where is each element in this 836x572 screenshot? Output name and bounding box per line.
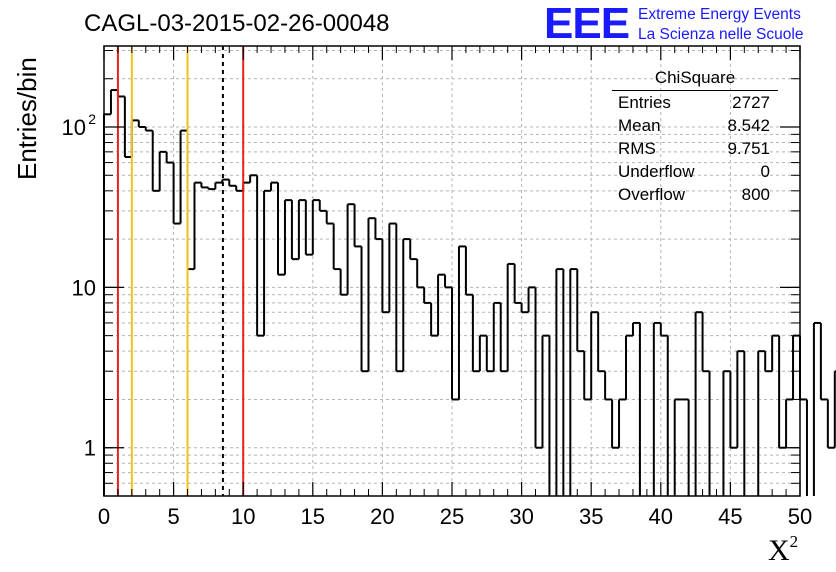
y-tick-label: 1 bbox=[84, 436, 96, 461]
stats-value: 9.751 bbox=[727, 139, 770, 158]
stats-value: 8.542 bbox=[727, 116, 770, 135]
stats-row-rms: RMS 9.751 bbox=[612, 137, 778, 160]
stats-row-mean: Mean 8.542 bbox=[612, 114, 778, 137]
stats-box: ChiSquare Entries 2727 Mean 8.542 RMS 9.… bbox=[612, 66, 778, 206]
stats-label: Underflow bbox=[618, 162, 695, 181]
x-axis-title: X2 bbox=[768, 532, 799, 568]
y-tick-label-exponent: 2 bbox=[88, 111, 96, 127]
x-tick-label: 5 bbox=[167, 504, 179, 529]
stats-label: Mean bbox=[618, 116, 661, 135]
stats-label: Entries bbox=[618, 93, 671, 112]
stats-row-overflow: Overflow 800 bbox=[612, 183, 778, 206]
x-axis-title-base: X bbox=[768, 534, 790, 567]
x-tick-label: 0 bbox=[98, 504, 110, 529]
x-axis-title-sup: 2 bbox=[789, 532, 799, 551]
x-tick-label: 10 bbox=[231, 504, 255, 529]
logo-line-1: Extreme Energy Events bbox=[638, 6, 801, 23]
stats-label: RMS bbox=[618, 139, 656, 158]
x-tick-label: 50 bbox=[788, 504, 812, 529]
x-tick-label: 40 bbox=[649, 504, 673, 529]
stats-title: ChiSquare bbox=[612, 66, 778, 91]
marker-lines bbox=[116, 46, 245, 496]
logo-line-2: La Scienza nelle Scuole bbox=[638, 26, 804, 43]
x-tick-label: 30 bbox=[509, 504, 533, 529]
x-tick-label: 35 bbox=[579, 504, 603, 529]
x-tick-label: 15 bbox=[301, 504, 325, 529]
page-title: CAGL-03-2015-02-26-00048 bbox=[84, 10, 390, 37]
stats-value: 800 bbox=[741, 185, 770, 204]
y-axis-title: Entries/bin bbox=[12, 57, 42, 180]
y-tick-label: 10 bbox=[72, 275, 96, 300]
stats-row-entries: Entries 2727 bbox=[612, 91, 778, 114]
stats-label: Overflow bbox=[618, 185, 686, 204]
x-tick-label: 20 bbox=[370, 504, 394, 529]
stats-value: 0 bbox=[760, 162, 770, 181]
x-tick-label: 45 bbox=[718, 504, 742, 529]
stats-row-underflow: Underflow 0 bbox=[612, 160, 778, 183]
x-tick-label: 25 bbox=[440, 504, 464, 529]
eee-logo-mark: EEE bbox=[544, 0, 630, 48]
y-tick-label: 10 bbox=[62, 115, 86, 140]
stats-value: 2727 bbox=[732, 93, 770, 112]
